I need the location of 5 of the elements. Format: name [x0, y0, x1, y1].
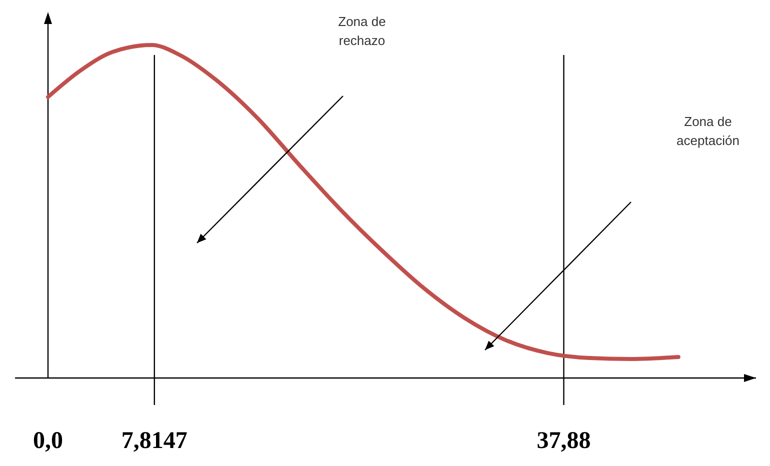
x-tick-label: 0,0: [33, 428, 63, 454]
x-tick-label: 7,8147: [121, 428, 188, 454]
x-tick-label: 37,88: [536, 428, 591, 454]
annotation: Zona de aceptación: [676, 114, 740, 148]
annotation: Zona de rechazo: [338, 14, 386, 48]
